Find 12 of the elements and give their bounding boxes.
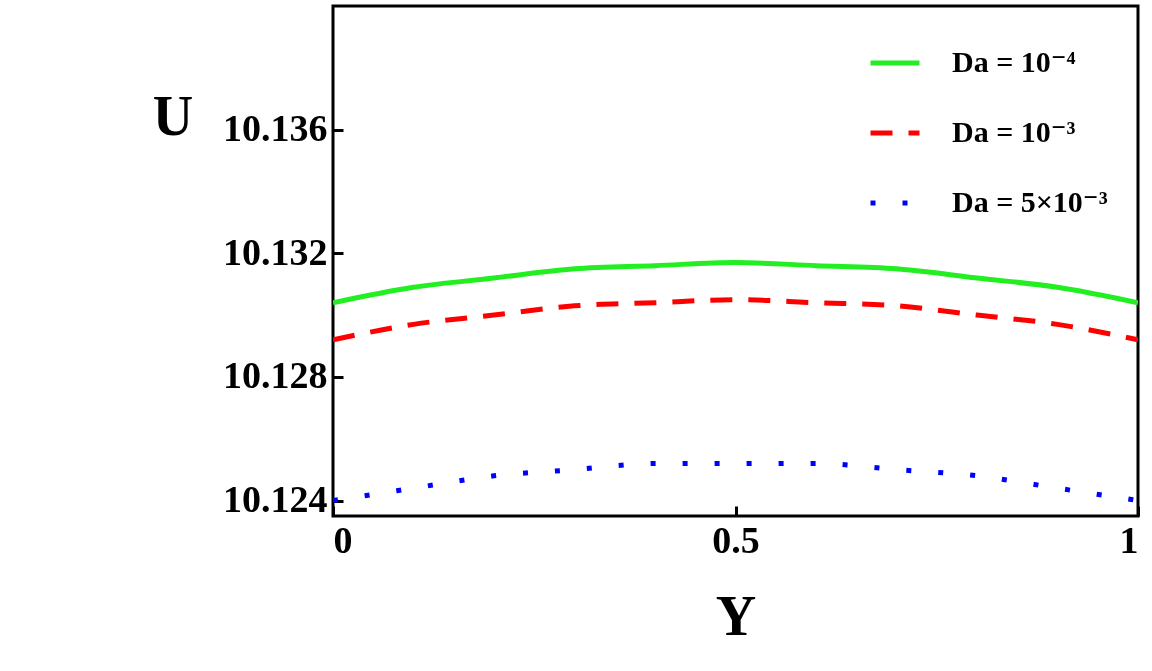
x-tick-label: 0 <box>333 518 353 561</box>
y-tick-label: 10.124 <box>223 478 328 521</box>
x-tick-label: 1 <box>1119 518 1139 561</box>
y-tick-label: 10.128 <box>223 354 328 397</box>
y-axis-title: U <box>152 84 194 147</box>
y-tick-label: 10.136 <box>223 107 328 150</box>
legend-label: Da = 10⁻³ <box>952 115 1076 148</box>
legend-label: Da = 10⁻⁴ <box>952 45 1076 78</box>
y-tick-label: 10.132 <box>223 230 328 273</box>
legend-label: Da = 5×10⁻³ <box>952 185 1108 218</box>
x-tick-label: 0.5 <box>712 518 760 561</box>
x-axis-title: Y <box>715 584 757 647</box>
